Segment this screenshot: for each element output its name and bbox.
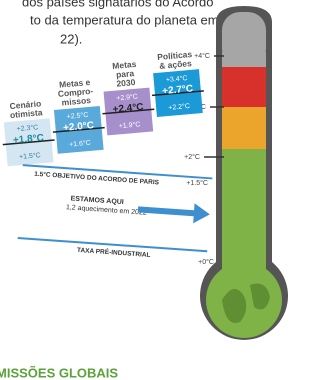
header-line: to da temperatura do planeta em xyxy=(30,12,219,27)
thermo-tick-label: +1.5°C xyxy=(186,179,208,187)
scenario-label: missos xyxy=(61,95,91,108)
thermo-tick-label: +4°C xyxy=(194,52,210,60)
scenario-label: otimista xyxy=(9,107,43,120)
scenario-label: 2030 xyxy=(116,77,136,89)
paris-label: 1.5°C OBJETIVO DO ACORDO DE PARIS xyxy=(34,170,160,187)
here-arrow xyxy=(137,199,210,224)
thermo-orange xyxy=(222,107,266,149)
header-line: 22). xyxy=(60,31,82,46)
thermo-tick-label: +0°C xyxy=(198,258,214,266)
thermo-tick-label: +2°C xyxy=(184,153,200,161)
thermo-gray xyxy=(222,52,266,67)
footer-title: MISSÕES GLOBAIS xyxy=(0,365,118,380)
thermo-green xyxy=(222,149,266,279)
scenario-label: & ações xyxy=(159,58,193,71)
header-line: dos países signatários do Acordo xyxy=(22,0,214,9)
thermo-red xyxy=(222,67,266,107)
infographic: dos países signatários do Acordo to da t… xyxy=(0,0,288,380)
markers: 1.5°C OBJETIVO DO ACORDO DE PARIS ESTAMO… xyxy=(17,165,212,263)
here-note: 1,2 aquecimento em 2022 xyxy=(66,204,147,217)
thermometer xyxy=(200,6,288,340)
